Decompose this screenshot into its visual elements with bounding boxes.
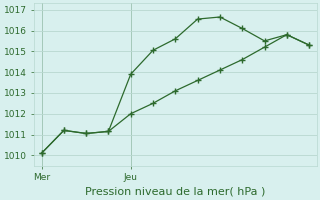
X-axis label: Pression niveau de la mer( hPa ): Pression niveau de la mer( hPa )	[85, 187, 266, 197]
